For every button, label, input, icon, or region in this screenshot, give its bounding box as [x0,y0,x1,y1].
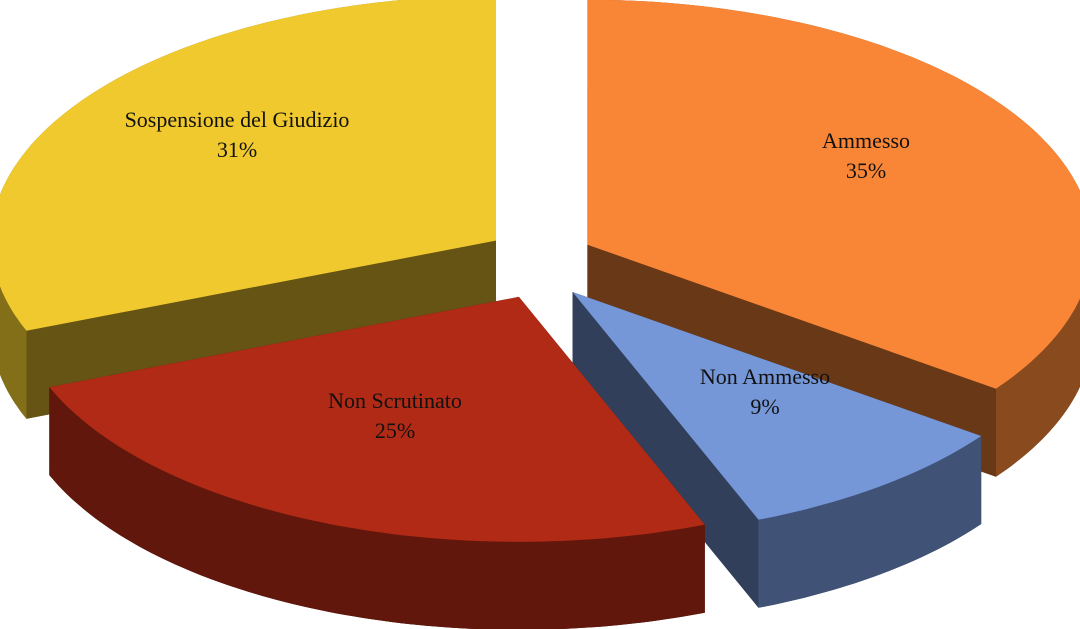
data-label: Non Ammesso 9% [650,362,880,422]
slice-percent: 9% [750,394,780,419]
data-label: Non Scrutinato 25% [280,386,510,446]
slice-cut-face [572,292,759,608]
slice-name: Non Scrutinato [328,388,462,413]
slice-top [572,292,982,520]
slice [572,292,982,608]
slice [587,0,1080,477]
slice [49,296,705,629]
slice-name: Non Ammesso [699,364,831,389]
slice-top [0,0,496,331]
slice-top [587,0,1080,389]
data-label: Ammesso 35% [751,126,981,186]
slice-percent: 35% [845,158,887,183]
slice-percent: 25% [374,418,416,443]
slice-side [49,387,705,629]
data-label: Sospensione del Giudizio 31% [122,105,352,165]
slice-name: Sospensione del Giudizio [124,107,350,132]
slice-top [49,296,705,542]
slice-name: Ammesso [822,128,910,153]
slice-side [758,436,982,608]
slice-percent: 31% [216,137,258,162]
